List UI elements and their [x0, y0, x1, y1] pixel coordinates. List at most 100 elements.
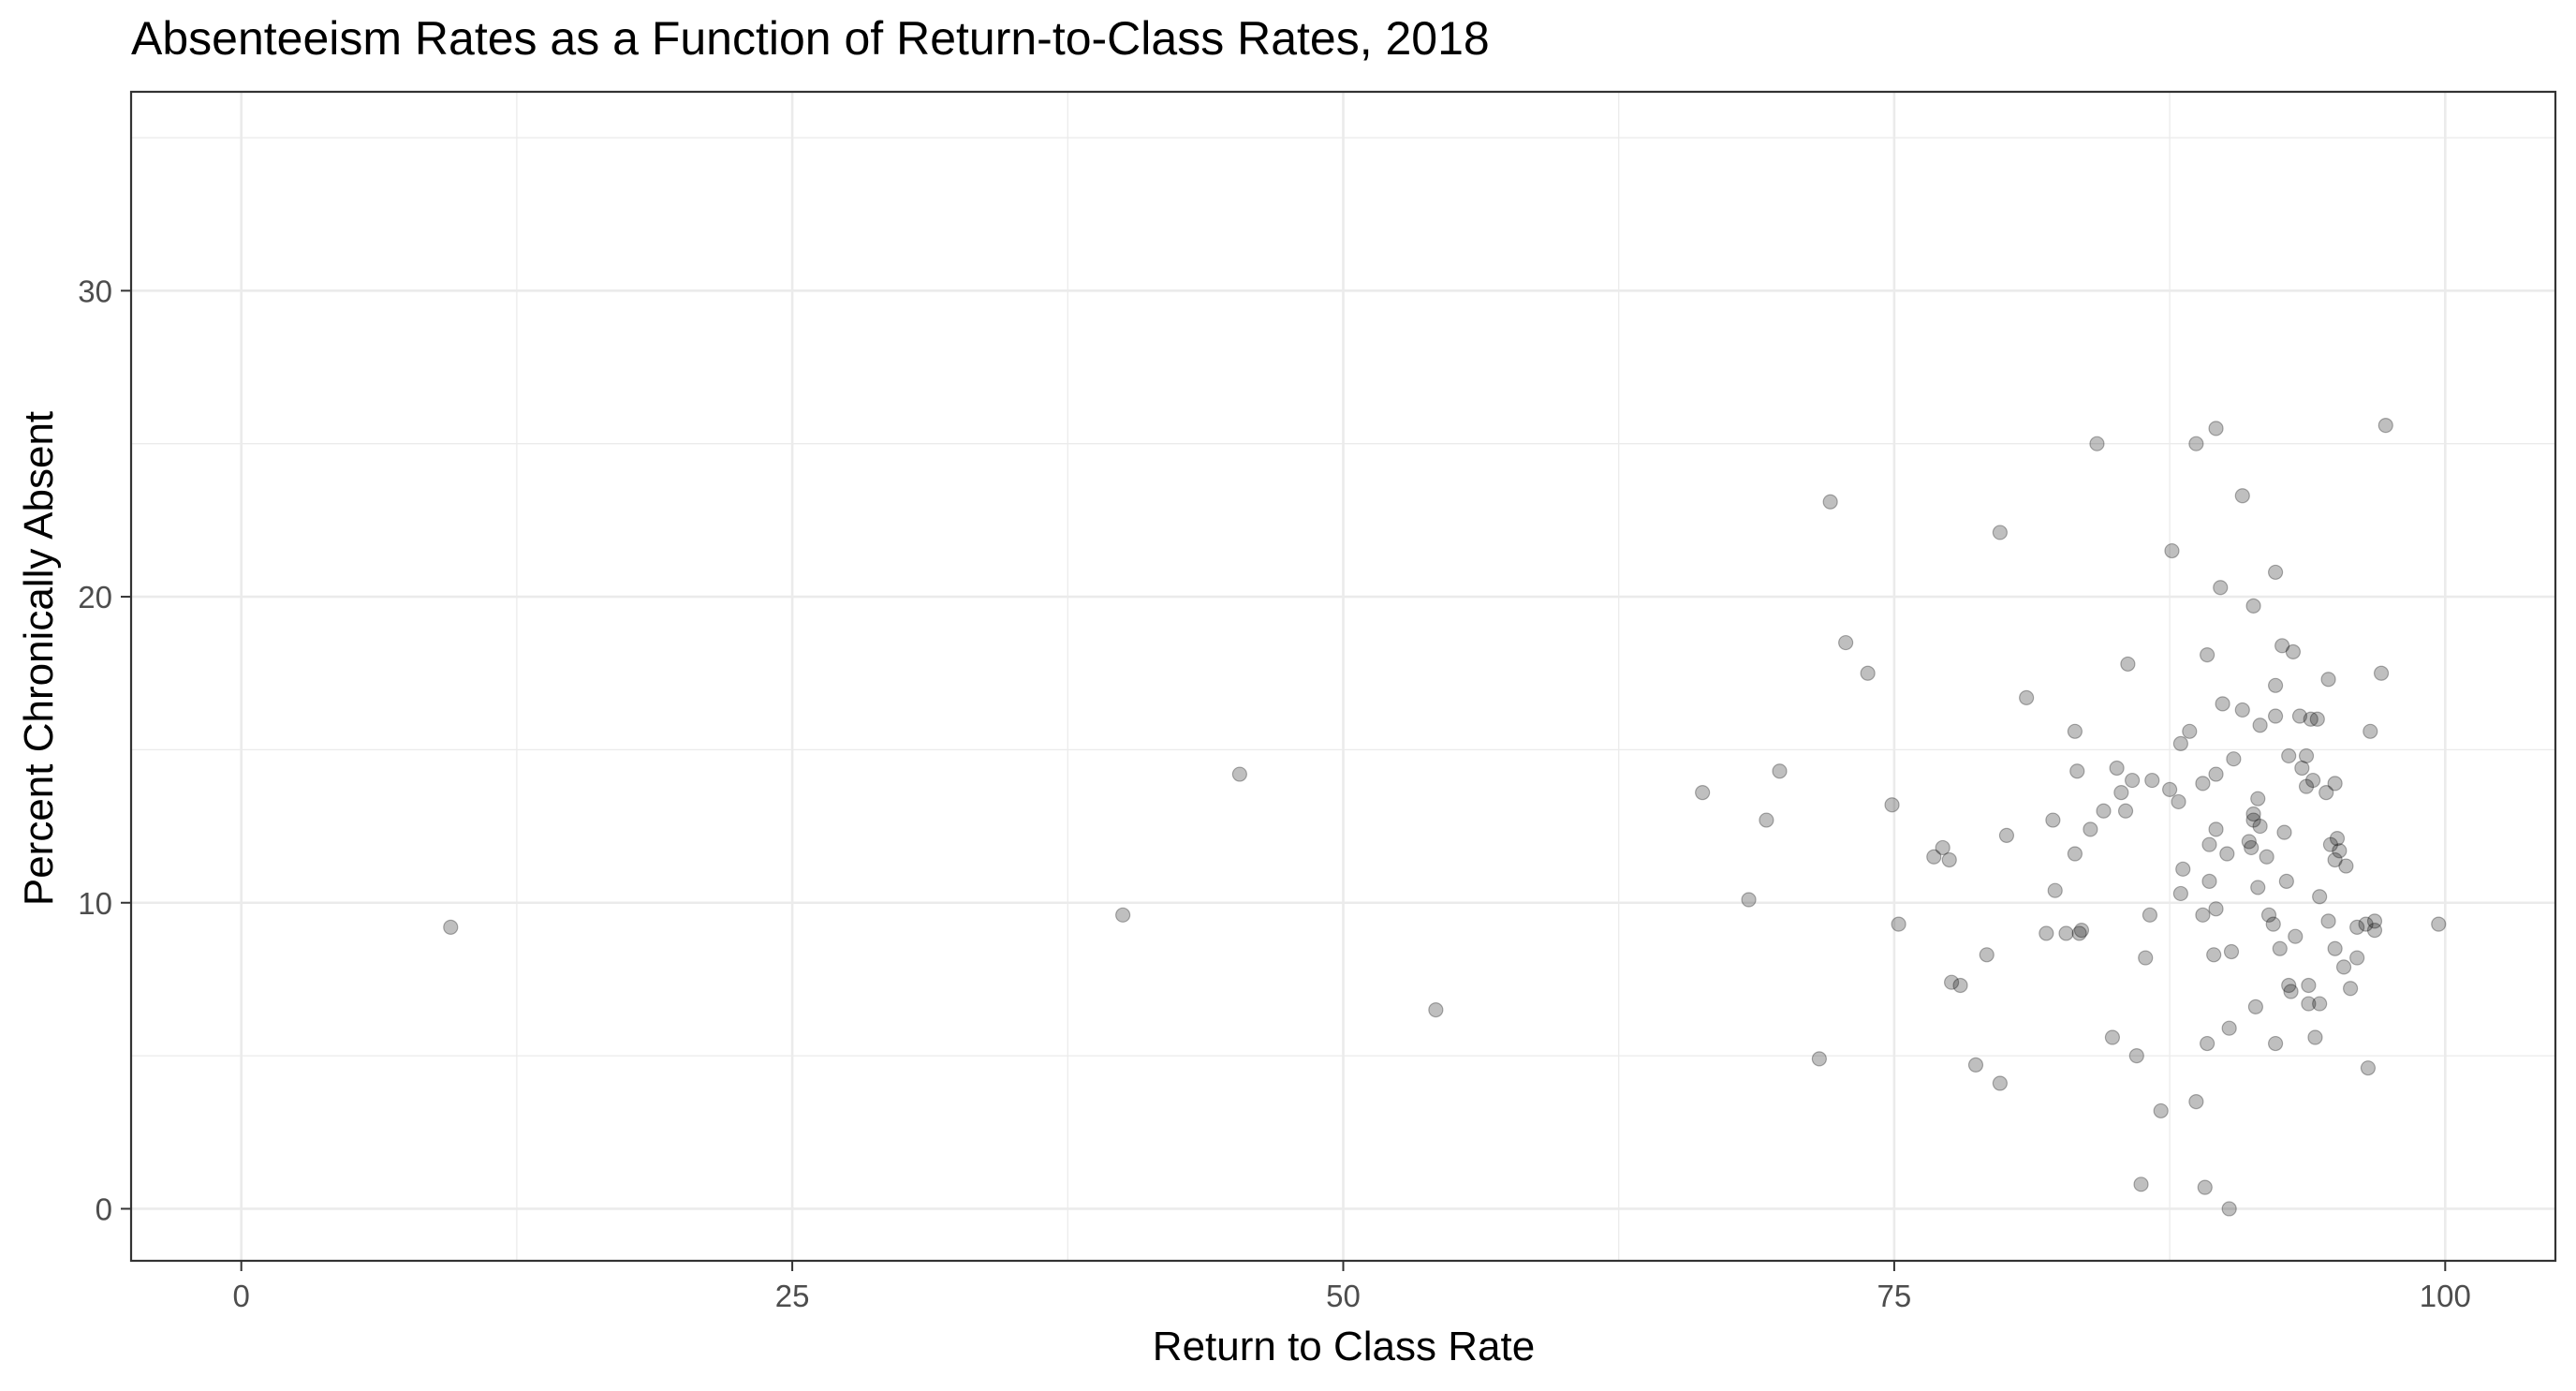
data-point — [2260, 907, 2277, 923]
data-point — [2349, 919, 2365, 935]
data-point — [2138, 950, 2154, 966]
data-point — [2431, 916, 2447, 932]
data-point — [2171, 793, 2186, 810]
data-point — [2377, 418, 2393, 434]
data-point — [2245, 598, 2261, 614]
data-point — [2045, 812, 2061, 828]
data-point — [2259, 849, 2274, 865]
data-point — [2234, 702, 2250, 718]
data-point — [2343, 981, 2359, 997]
data-point — [2366, 913, 2383, 929]
data-point — [2327, 940, 2343, 956]
data-point — [2267, 1035, 2284, 1052]
data-point — [2298, 747, 2315, 764]
data-point — [2241, 834, 2257, 850]
data-point — [1992, 1075, 2008, 1091]
data-point — [2153, 1102, 2169, 1119]
data-point — [1695, 785, 1711, 801]
data-point — [1998, 827, 2015, 843]
x-tick-label: 75 — [1877, 1279, 1912, 1313]
data-point — [2073, 923, 2090, 939]
data-point — [1231, 766, 1247, 782]
data-point — [2039, 925, 2054, 941]
data-point — [2164, 542, 2180, 559]
data-point — [2067, 723, 2083, 739]
chart-title: Absenteeism Rates as a Function of Retur… — [131, 12, 1490, 65]
data-point — [2250, 791, 2266, 806]
data-point — [1935, 839, 1950, 856]
data-point — [2221, 1201, 2237, 1217]
data-point — [1941, 851, 1957, 868]
data-point — [2058, 925, 2074, 941]
data-point — [2067, 846, 2083, 862]
data-point — [2188, 1094, 2204, 1110]
data-point — [1979, 947, 1995, 963]
data-point — [2291, 708, 2308, 724]
data-point — [1838, 634, 1854, 651]
data-point — [1944, 974, 1960, 990]
data-point — [2294, 760, 2310, 777]
data-point — [2373, 665, 2390, 681]
data-point — [1822, 494, 1838, 510]
y-axis: 0 10 20 30 — [78, 274, 131, 1226]
data-point — [1428, 1002, 1444, 1018]
data-point — [2288, 928, 2304, 944]
y-axis-title: Percent Chronically Absent — [16, 411, 62, 906]
data-point — [2172, 735, 2188, 751]
data-point — [2089, 436, 2105, 451]
data-point — [2120, 656, 2136, 673]
data-point — [2208, 421, 2224, 437]
y-tick-label: 30 — [78, 274, 112, 308]
data-point — [2213, 580, 2229, 596]
data-point — [2047, 882, 2063, 898]
data-point — [2172, 885, 2188, 902]
data-point — [2358, 916, 2374, 932]
data-point — [2318, 785, 2334, 801]
data-point — [1891, 916, 1906, 932]
data-point — [2307, 1029, 2323, 1045]
data-point — [2223, 943, 2240, 960]
x-tick-label: 0 — [233, 1279, 250, 1313]
data-point — [2117, 803, 2134, 819]
data-point — [2329, 831, 2346, 847]
y-tick-label: 10 — [78, 886, 112, 921]
data-point — [2113, 785, 2129, 801]
data-point — [2281, 747, 2297, 764]
data-point — [2128, 1048, 2144, 1064]
data-point — [2301, 977, 2317, 994]
plot-panel — [129, 90, 2557, 1263]
data-point — [2327, 776, 2343, 792]
data-point — [2195, 776, 2211, 792]
data-point — [2349, 950, 2365, 966]
data-point — [2267, 677, 2284, 693]
data-point — [2322, 836, 2339, 852]
data-point — [2019, 689, 2035, 705]
data-point — [2332, 843, 2348, 859]
data-point — [2208, 766, 2224, 782]
data-point — [2162, 781, 2178, 797]
data-point — [2219, 846, 2235, 862]
data-point — [2274, 638, 2290, 654]
data-point — [1952, 977, 1968, 994]
data-point — [2188, 436, 2204, 451]
data-point — [2244, 839, 2260, 856]
data-point — [2069, 763, 2085, 779]
data-point — [2200, 647, 2215, 663]
y-tick-label: 0 — [96, 1191, 112, 1226]
y-tick-label: 20 — [78, 580, 112, 614]
grid-lines — [131, 92, 2555, 1261]
data-point — [2281, 977, 2297, 994]
data-point — [2221, 1020, 2237, 1036]
data-point — [2142, 907, 2158, 923]
data-point — [2208, 821, 2224, 837]
data-point — [2320, 913, 2336, 929]
data-point — [1884, 797, 1900, 813]
data-points — [443, 418, 2447, 1217]
x-tick-label: 50 — [1326, 1279, 1361, 1313]
data-point — [2283, 984, 2299, 999]
data-point — [2182, 723, 2198, 739]
data-point — [2234, 488, 2250, 504]
data-point — [1860, 665, 1876, 681]
data-point — [2252, 718, 2268, 733]
data-point — [2245, 812, 2261, 828]
